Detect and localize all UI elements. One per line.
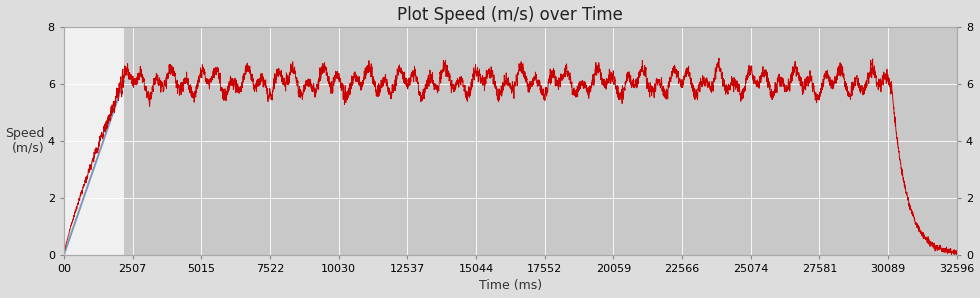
Title: Plot Speed (m/s) over Time: Plot Speed (m/s) over Time xyxy=(398,6,623,24)
X-axis label: Time (ms): Time (ms) xyxy=(479,280,542,292)
Y-axis label: Speed
(m/s): Speed (m/s) xyxy=(6,127,45,155)
Bar xyxy=(64,27,124,255)
